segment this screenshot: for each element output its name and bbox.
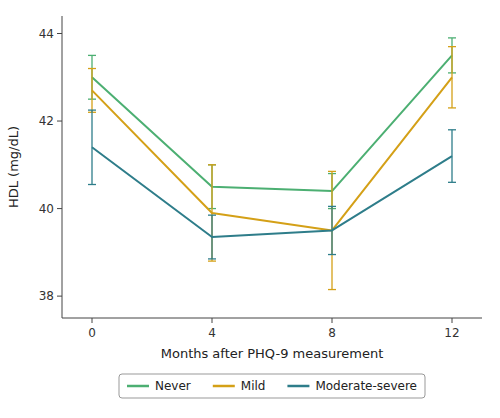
x-tick-label: 0 <box>88 326 96 340</box>
legend-swatch <box>127 385 149 388</box>
series-line <box>92 147 452 237</box>
error-bar-cap <box>88 109 96 110</box>
error-bar-cap <box>208 260 216 261</box>
y-tick <box>57 296 62 297</box>
y-axis-line <box>62 16 63 318</box>
x-tick <box>452 318 453 323</box>
error-bar <box>448 47 456 108</box>
error-bar-cap <box>208 214 216 215</box>
x-axis-line <box>62 318 482 319</box>
error-bar-stem <box>211 215 212 259</box>
error-bar-cap <box>328 206 336 207</box>
legend-label: Never <box>155 379 191 393</box>
plot-area <box>88 38 456 290</box>
error-bar-cap <box>448 107 456 108</box>
y-tick <box>57 121 62 122</box>
error-bar-stem <box>91 69 92 113</box>
y-tick <box>57 208 62 209</box>
y-tick-label: 38 <box>39 289 54 303</box>
error-bar-cap <box>448 182 456 183</box>
error-bar <box>448 130 456 183</box>
error-bar-stem <box>91 110 92 184</box>
error-bar-cap <box>88 68 96 69</box>
error-bar <box>88 69 96 113</box>
legend-swatch <box>213 385 235 388</box>
error-bar-cap <box>88 55 96 56</box>
error-bar <box>208 165 216 261</box>
series-line <box>92 55 452 191</box>
error-bar-cap <box>208 164 216 165</box>
error-bar-stem <box>451 47 452 108</box>
legend-label: Mild <box>241 379 266 393</box>
series-line <box>92 77 452 230</box>
error-bar-stem <box>331 171 332 289</box>
error-bar-cap <box>88 184 96 185</box>
error-bar <box>208 215 216 259</box>
x-axis-label: Months after PHQ-9 measurement <box>161 346 384 361</box>
error-bar-cap <box>448 46 456 47</box>
legend-label: Moderate-severe <box>315 379 417 393</box>
legend-swatch <box>287 385 309 388</box>
x-tick-label: 8 <box>328 326 336 340</box>
y-tick <box>57 33 62 34</box>
error-bar-cap <box>328 289 336 290</box>
y-axis-label: HDL (mg/dL) <box>6 126 21 208</box>
x-tick-label: 12 <box>444 326 459 340</box>
legend: Never Mild Moderate-severe <box>119 374 425 398</box>
error-bar-stem <box>211 165 212 261</box>
x-tick <box>92 318 93 323</box>
x-tick-label: 4 <box>208 326 216 340</box>
y-tick-label: 44 <box>39 27 54 41</box>
y-tick-label: 42 <box>39 114 54 128</box>
error-bar-stem <box>451 130 452 183</box>
legend-frame <box>119 374 425 398</box>
error-bar-stem <box>331 206 332 254</box>
error-bar-cap <box>328 171 336 172</box>
error-bar <box>88 110 96 184</box>
error-bar-cap <box>208 164 216 165</box>
error-bar-cap <box>328 254 336 255</box>
error-bar-cap <box>208 258 216 259</box>
x-tick <box>332 318 333 323</box>
x-tick <box>212 318 213 323</box>
error-bar-cap <box>448 37 456 38</box>
error-bar <box>328 206 336 254</box>
chart: 38 40 42 44 0 4 8 12 Months after PHQ-9 measurem… <box>0 0 500 418</box>
error-bar-cap <box>448 129 456 130</box>
y-tick-label: 40 <box>39 202 54 216</box>
